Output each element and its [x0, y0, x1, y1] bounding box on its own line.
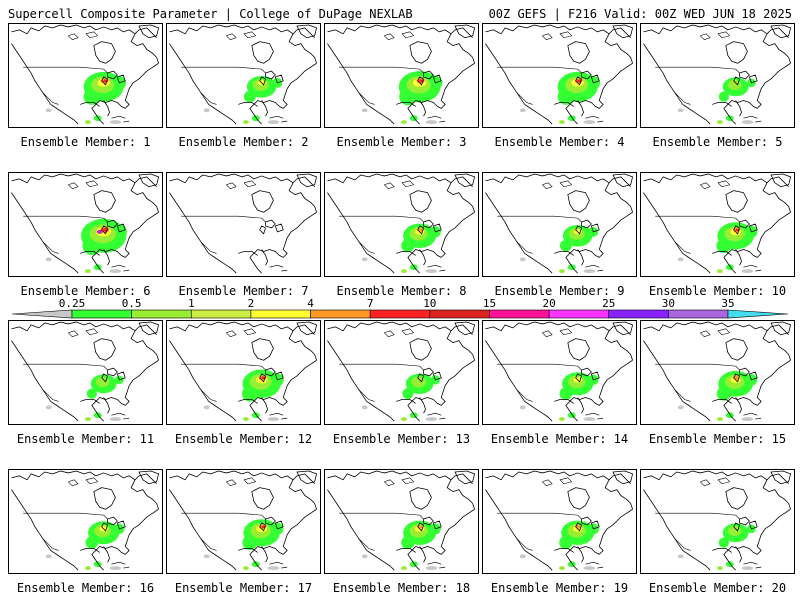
ensemble-member-caption: Ensemble Member: 19 — [490, 581, 629, 595]
ensemble-member-caption: Ensemble Member: 7 — [178, 284, 309, 298]
scp-field-map — [485, 24, 633, 125]
colorbar-tick-label: 7 — [367, 297, 374, 310]
ensemble-member-caption: Ensemble Member: 10 — [648, 284, 787, 298]
ensemble-member-map — [166, 23, 321, 128]
colorbar-tick-label: 4 — [307, 297, 314, 310]
ensemble-member-caption: Ensemble Member: 8 — [336, 284, 467, 298]
scp-field-map — [327, 321, 475, 422]
ensemble-member-map — [640, 23, 795, 128]
scp-field-map — [485, 470, 633, 571]
scp-field-map — [327, 173, 475, 274]
colorbar-tick-label: 25 — [602, 297, 615, 310]
colorbar-tick-label: 0.25 — [59, 297, 86, 310]
scp-field-map — [11, 173, 159, 274]
colorbar-tick-label: 35 — [721, 297, 734, 310]
ensemble-member-map — [166, 469, 321, 574]
run-valid-time: 00Z GEFS | F216 Valid: 00Z WED JUN 18 20… — [488, 7, 792, 21]
scp-field-map — [643, 321, 791, 422]
color-scale-bar: 0.25 0.5 1 2 4 7 10 15 20 25 30 35 — [11, 297, 789, 319]
ensemble-member-caption: Ensemble Member: 4 — [494, 135, 625, 149]
colorbar-tick-label: 30 — [662, 297, 675, 310]
ensemble-member-caption: Ensemble Member: 12 — [174, 432, 313, 446]
colorbar-tick-label: 15 — [483, 297, 496, 310]
ensemble-member-map — [640, 320, 795, 425]
ensemble-member-map — [482, 320, 637, 425]
colorbar-segment — [429, 309, 490, 319]
colorbar-segment — [489, 309, 550, 319]
colorbar-segment — [131, 309, 192, 319]
scp-field-map — [11, 470, 159, 571]
ensemble-member-map — [482, 172, 637, 277]
ensemble-member-caption: Ensemble Member: 13 — [332, 432, 471, 446]
scp-field-map — [11, 321, 159, 422]
colorbar-arrow-low — [11, 309, 73, 319]
colorbar-segment — [668, 309, 729, 319]
colorbar-segment — [548, 309, 610, 319]
ensemble-member-map — [8, 469, 163, 574]
scp-field-map — [327, 470, 475, 571]
colorbar-tick-label: 0.5 — [122, 297, 142, 310]
colorbar-segment — [608, 309, 669, 319]
ensemble-member-map — [482, 23, 637, 128]
ensemble-member-caption: Ensemble Member: 5 — [652, 135, 783, 149]
colorbar-segment — [190, 309, 252, 319]
scp-field-map — [643, 470, 791, 571]
ensemble-member-map — [166, 320, 321, 425]
ensemble-member-caption: Ensemble Member: 17 — [174, 581, 313, 595]
ensemble-member-caption: Ensemble Member: 3 — [336, 135, 467, 149]
ensemble-member-map — [8, 320, 163, 425]
ensemble-member-caption: Ensemble Member: 6 — [20, 284, 151, 298]
colorbar-segment — [369, 309, 431, 319]
ensemble-member-caption: Ensemble Member: 15 — [648, 432, 787, 446]
colorbar-segment — [71, 309, 132, 319]
chart-title: Supercell Composite Parameter | College … — [8, 7, 413, 21]
ensemble-member-map — [8, 172, 163, 277]
ensemble-member-caption: Ensemble Member: 11 — [16, 432, 155, 446]
ensemble-member-caption: Ensemble Member: 9 — [494, 284, 625, 298]
scp-field-map — [327, 24, 475, 125]
scp-field-map — [643, 173, 791, 274]
ensemble-member-map — [324, 469, 479, 574]
ensemble-member-map — [324, 320, 479, 425]
colorbar-tick-label: 1 — [188, 297, 195, 310]
ensemble-member-map — [8, 23, 163, 128]
ensemble-member-caption: Ensemble Member: 16 — [16, 581, 155, 595]
ensemble-member-caption: Ensemble Member: 14 — [490, 432, 629, 446]
colorbar-tick-label: 20 — [542, 297, 555, 310]
ensemble-member-map — [324, 23, 479, 128]
scp-field-map — [485, 173, 633, 274]
colorbar-arrow-high — [727, 309, 789, 319]
ensemble-member-caption: Ensemble Member: 1 — [20, 135, 151, 149]
scp-field-map — [485, 321, 633, 422]
ensemble-member-caption: Ensemble Member: 20 — [648, 581, 787, 595]
scp-field-map — [169, 321, 317, 422]
scp-field-map — [169, 470, 317, 571]
colorbar-segment — [310, 309, 371, 319]
ensemble-member-map — [324, 172, 479, 277]
colorbar-tick-label: 2 — [248, 297, 255, 310]
colorbar-tick-label: 10 — [423, 297, 436, 310]
scp-field-map — [643, 24, 791, 125]
ensemble-member-caption: Ensemble Member: 18 — [332, 581, 471, 595]
scp-field-map — [169, 173, 317, 274]
ensemble-member-caption: Ensemble Member: 2 — [178, 135, 309, 149]
ensemble-member-map — [482, 469, 637, 574]
scp-field-map — [169, 24, 317, 125]
ensemble-member-map — [640, 469, 795, 574]
ensemble-member-map — [166, 172, 321, 277]
scp-field-map — [11, 24, 159, 125]
ensemble-member-map — [640, 172, 795, 277]
colorbar-segment — [250, 309, 311, 319]
